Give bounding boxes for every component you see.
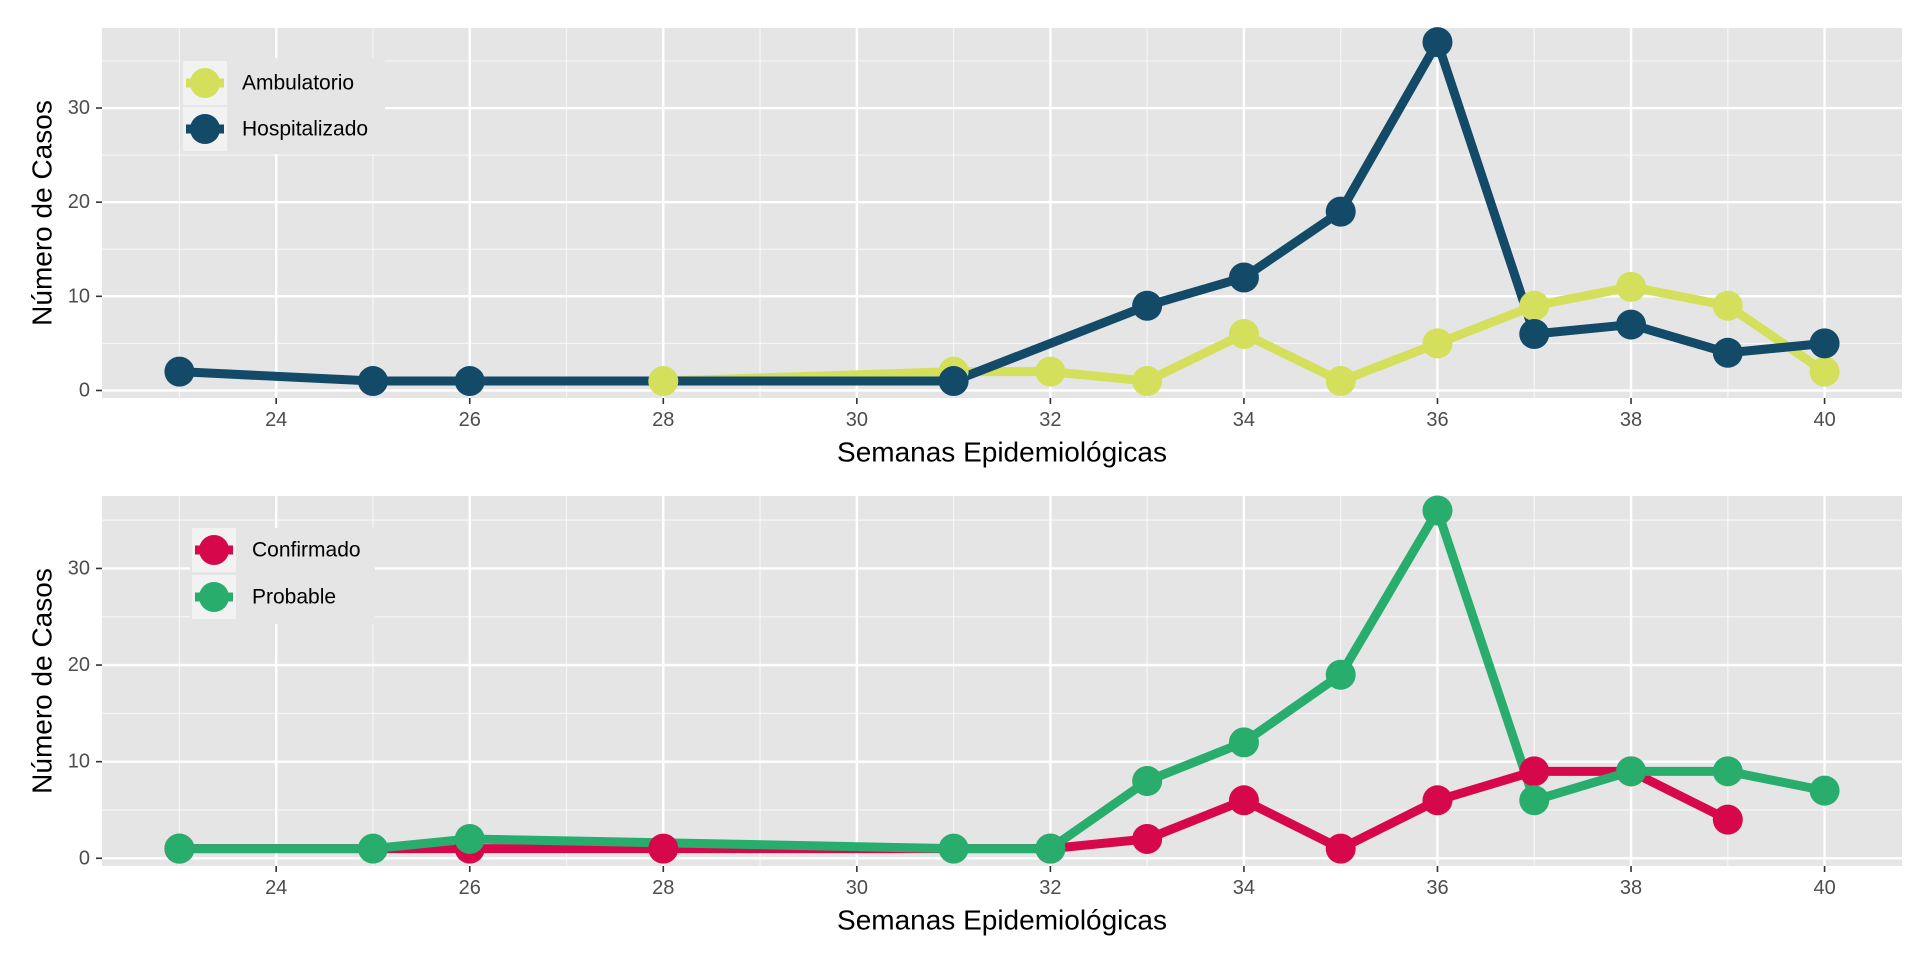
data-point-confirmado [1519, 756, 1550, 787]
data-point-confirmado [1422, 785, 1453, 816]
data-point-confirmado [1325, 833, 1356, 864]
x-tick-label: 38 [1620, 409, 1642, 431]
data-point-probable [1325, 659, 1356, 690]
data-point-probable [1422, 495, 1453, 526]
plot-panel-background [102, 28, 1902, 398]
legend-key-marker [190, 114, 220, 144]
data-point-ambulatorio [1422, 328, 1453, 359]
data-point-ambulatorio [1325, 366, 1356, 397]
data-point-confirmado [1228, 785, 1259, 816]
data-point-probable [1035, 833, 1066, 864]
x-tick-label: 30 [846, 409, 868, 431]
x-tick-label: 40 [1813, 409, 1835, 431]
chart-panel-2: 24 26 28 30 32 34 36 38 40 0 10 20 30 Semanas Epidemi… [27, 495, 1902, 936]
series-line-hospitalizado [174, 37, 1830, 386]
data-point-ambulatorio [1809, 356, 1840, 387]
data-point-hospitalizado [454, 366, 485, 397]
data-point-probable [1132, 765, 1163, 796]
data-point-ambulatorio [1519, 290, 1550, 321]
data-point-hospitalizado [1325, 196, 1356, 227]
data-point-probable [1712, 756, 1743, 787]
x-tick-label: 34 [1233, 877, 1255, 899]
x-tick-label: 24 [265, 409, 287, 431]
data-point-ambulatorio [1035, 356, 1066, 387]
x-tick-label: 32 [1039, 409, 1061, 431]
data-point-confirmado [1712, 804, 1743, 835]
data-point-hospitalizado [357, 366, 388, 397]
x-tick-label: 30 [846, 877, 868, 899]
data-point-hospitalizado [1132, 290, 1163, 321]
data-point-probable [357, 833, 388, 864]
y-axis-title: Número de Casos [27, 100, 58, 326]
y-tick-label: 30 [68, 557, 90, 579]
data-point-probable [938, 833, 969, 864]
legend-label-confirmado: Confirmado [252, 539, 361, 562]
data-point-hospitalizado [1519, 318, 1550, 349]
legend-label-hospitalizado: Hospitalizado [242, 118, 368, 141]
x-tick-label: 36 [1426, 409, 1448, 431]
x-tick-label: 34 [1233, 409, 1255, 431]
plot-panel-background [102, 496, 1902, 866]
x-tick-label: 32 [1039, 877, 1061, 899]
data-point-hospitalizado [1228, 262, 1259, 293]
legend-key-marker [199, 535, 229, 565]
data-point-probable [454, 823, 485, 854]
data-point-probable [1519, 785, 1550, 816]
x-tick-label: 26 [459, 877, 481, 899]
x-tick-label: 38 [1620, 877, 1642, 899]
x-tick-label: 24 [265, 877, 287, 899]
data-point-hospitalizado [1616, 309, 1647, 340]
y-tick-label: 20 [68, 191, 90, 213]
y-tick-label: 20 [68, 654, 90, 676]
data-point-probable [164, 833, 195, 864]
legend-label-probable: Probable [252, 586, 336, 609]
x-tick-label: 40 [1813, 877, 1835, 899]
x-axis-title: Semanas Epidemiológicas [837, 437, 1167, 468]
y-tick-label: 10 [68, 285, 90, 307]
legend-key-marker [199, 582, 229, 612]
y-axis-title: Número de Casos [27, 568, 58, 794]
y-tick-label: 30 [68, 97, 90, 119]
data-point-confirmado [1132, 823, 1163, 854]
data-point-ambulatorio [1228, 318, 1259, 349]
y-tick-label: 10 [68, 751, 90, 773]
data-point-probable [1809, 775, 1840, 806]
data-point-hospitalizado [1809, 328, 1840, 359]
data-point-hospitalizado [1422, 27, 1453, 58]
data-point-probable [1616, 756, 1647, 787]
x-axis-title: Semanas Epidemiológicas [837, 905, 1167, 936]
data-point-confirmado [648, 833, 679, 864]
data-point-ambulatorio [648, 366, 679, 397]
data-point-ambulatorio [1712, 290, 1743, 321]
legend-label-ambulatorio: Ambulatorio [242, 72, 354, 95]
data-point-probable [1228, 727, 1259, 758]
x-tick-label: 28 [652, 877, 674, 899]
data-point-ambulatorio [1616, 271, 1647, 302]
data-point-hospitalizado [938, 366, 969, 397]
data-point-hospitalizado [1712, 337, 1743, 368]
y-tick-label: 0 [79, 379, 90, 401]
x-tick-label: 26 [459, 409, 481, 431]
x-tick-label: 36 [1426, 877, 1448, 899]
x-tick-label: 28 [652, 409, 674, 431]
chart-panel-1: 24 26 28 30 32 34 36 38 40 0 10 20 30 Semanas Epidemi… [27, 27, 1902, 468]
data-point-ambulatorio [1132, 366, 1163, 397]
y-tick-label: 0 [79, 847, 90, 869]
legend-key-marker [190, 68, 220, 98]
data-point-hospitalizado [164, 356, 195, 387]
